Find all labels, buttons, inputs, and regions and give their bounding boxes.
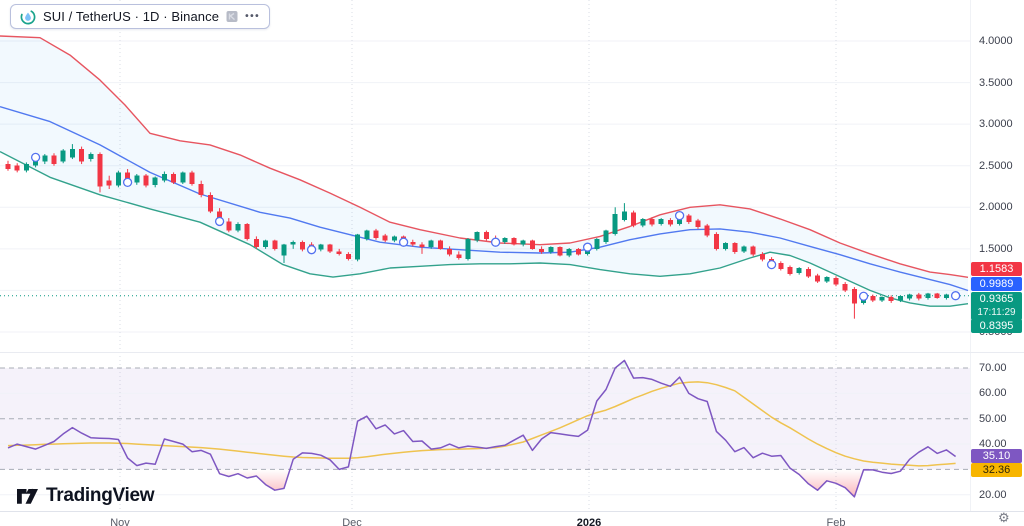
bb-upper-badge: 1.1583	[971, 262, 1022, 276]
time-axis-settings-gear-icon[interactable]: ⚙	[998, 510, 1010, 525]
rsi-tick-label: 40.00	[979, 438, 1007, 451]
tradingview-watermark: TradingView	[16, 485, 155, 507]
price-tick-label: 2.5000	[979, 159, 1013, 172]
symbol-bar[interactable]: SUI / TetherUS · 1D · Binance •••	[10, 4, 271, 29]
last-price-value: 0.9365	[979, 293, 1014, 305]
bb-lower-badge: 0.8395	[971, 319, 1022, 333]
price-tick-label: 3.5000	[979, 76, 1013, 89]
sui-logo-icon	[20, 9, 36, 25]
price-tick-label: 1.5000	[979, 242, 1013, 255]
pane-separator[interactable]	[0, 352, 1024, 353]
bb-basis-badge: 0.9989	[971, 277, 1022, 291]
time-axis-separator	[0, 511, 1024, 512]
rsi-value-badge: 35.10	[971, 449, 1022, 463]
more-options-icon[interactable]: •••	[245, 10, 261, 22]
price-tick-label: 3.0000	[979, 118, 1013, 131]
time-tick-label: Feb	[826, 517, 846, 526]
grey-badge-icon[interactable]	[226, 10, 238, 23]
tradingview-logo-icon	[16, 486, 39, 507]
price-tick-label: 4.0000	[979, 35, 1013, 47]
price-axis-separator	[970, 0, 971, 511]
time-tick-label: Nov	[110, 517, 130, 526]
watermark-text: TradingView	[46, 485, 155, 506]
symbol-title: SUI / TetherUS · 1D · Binance	[43, 9, 220, 24]
rsi-tick-label: 60.00	[979, 387, 1007, 400]
rsi-tick-label: 70.00	[979, 362, 1007, 374]
rsi-tick-label: 50.00	[979, 412, 1007, 425]
time-tick-label: 2026	[576, 517, 602, 526]
bar-countdown: 17:11:29	[977, 307, 1016, 318]
rsi-ma-value-badge: 32.36	[971, 463, 1022, 477]
rsi-tick-label: 20.00	[979, 488, 1007, 501]
time-tick-label: Dec	[342, 517, 362, 526]
last-price-badge: 0.9365 17:11:29	[971, 292, 1022, 320]
price-tick-label: 2.0000	[979, 201, 1013, 214]
